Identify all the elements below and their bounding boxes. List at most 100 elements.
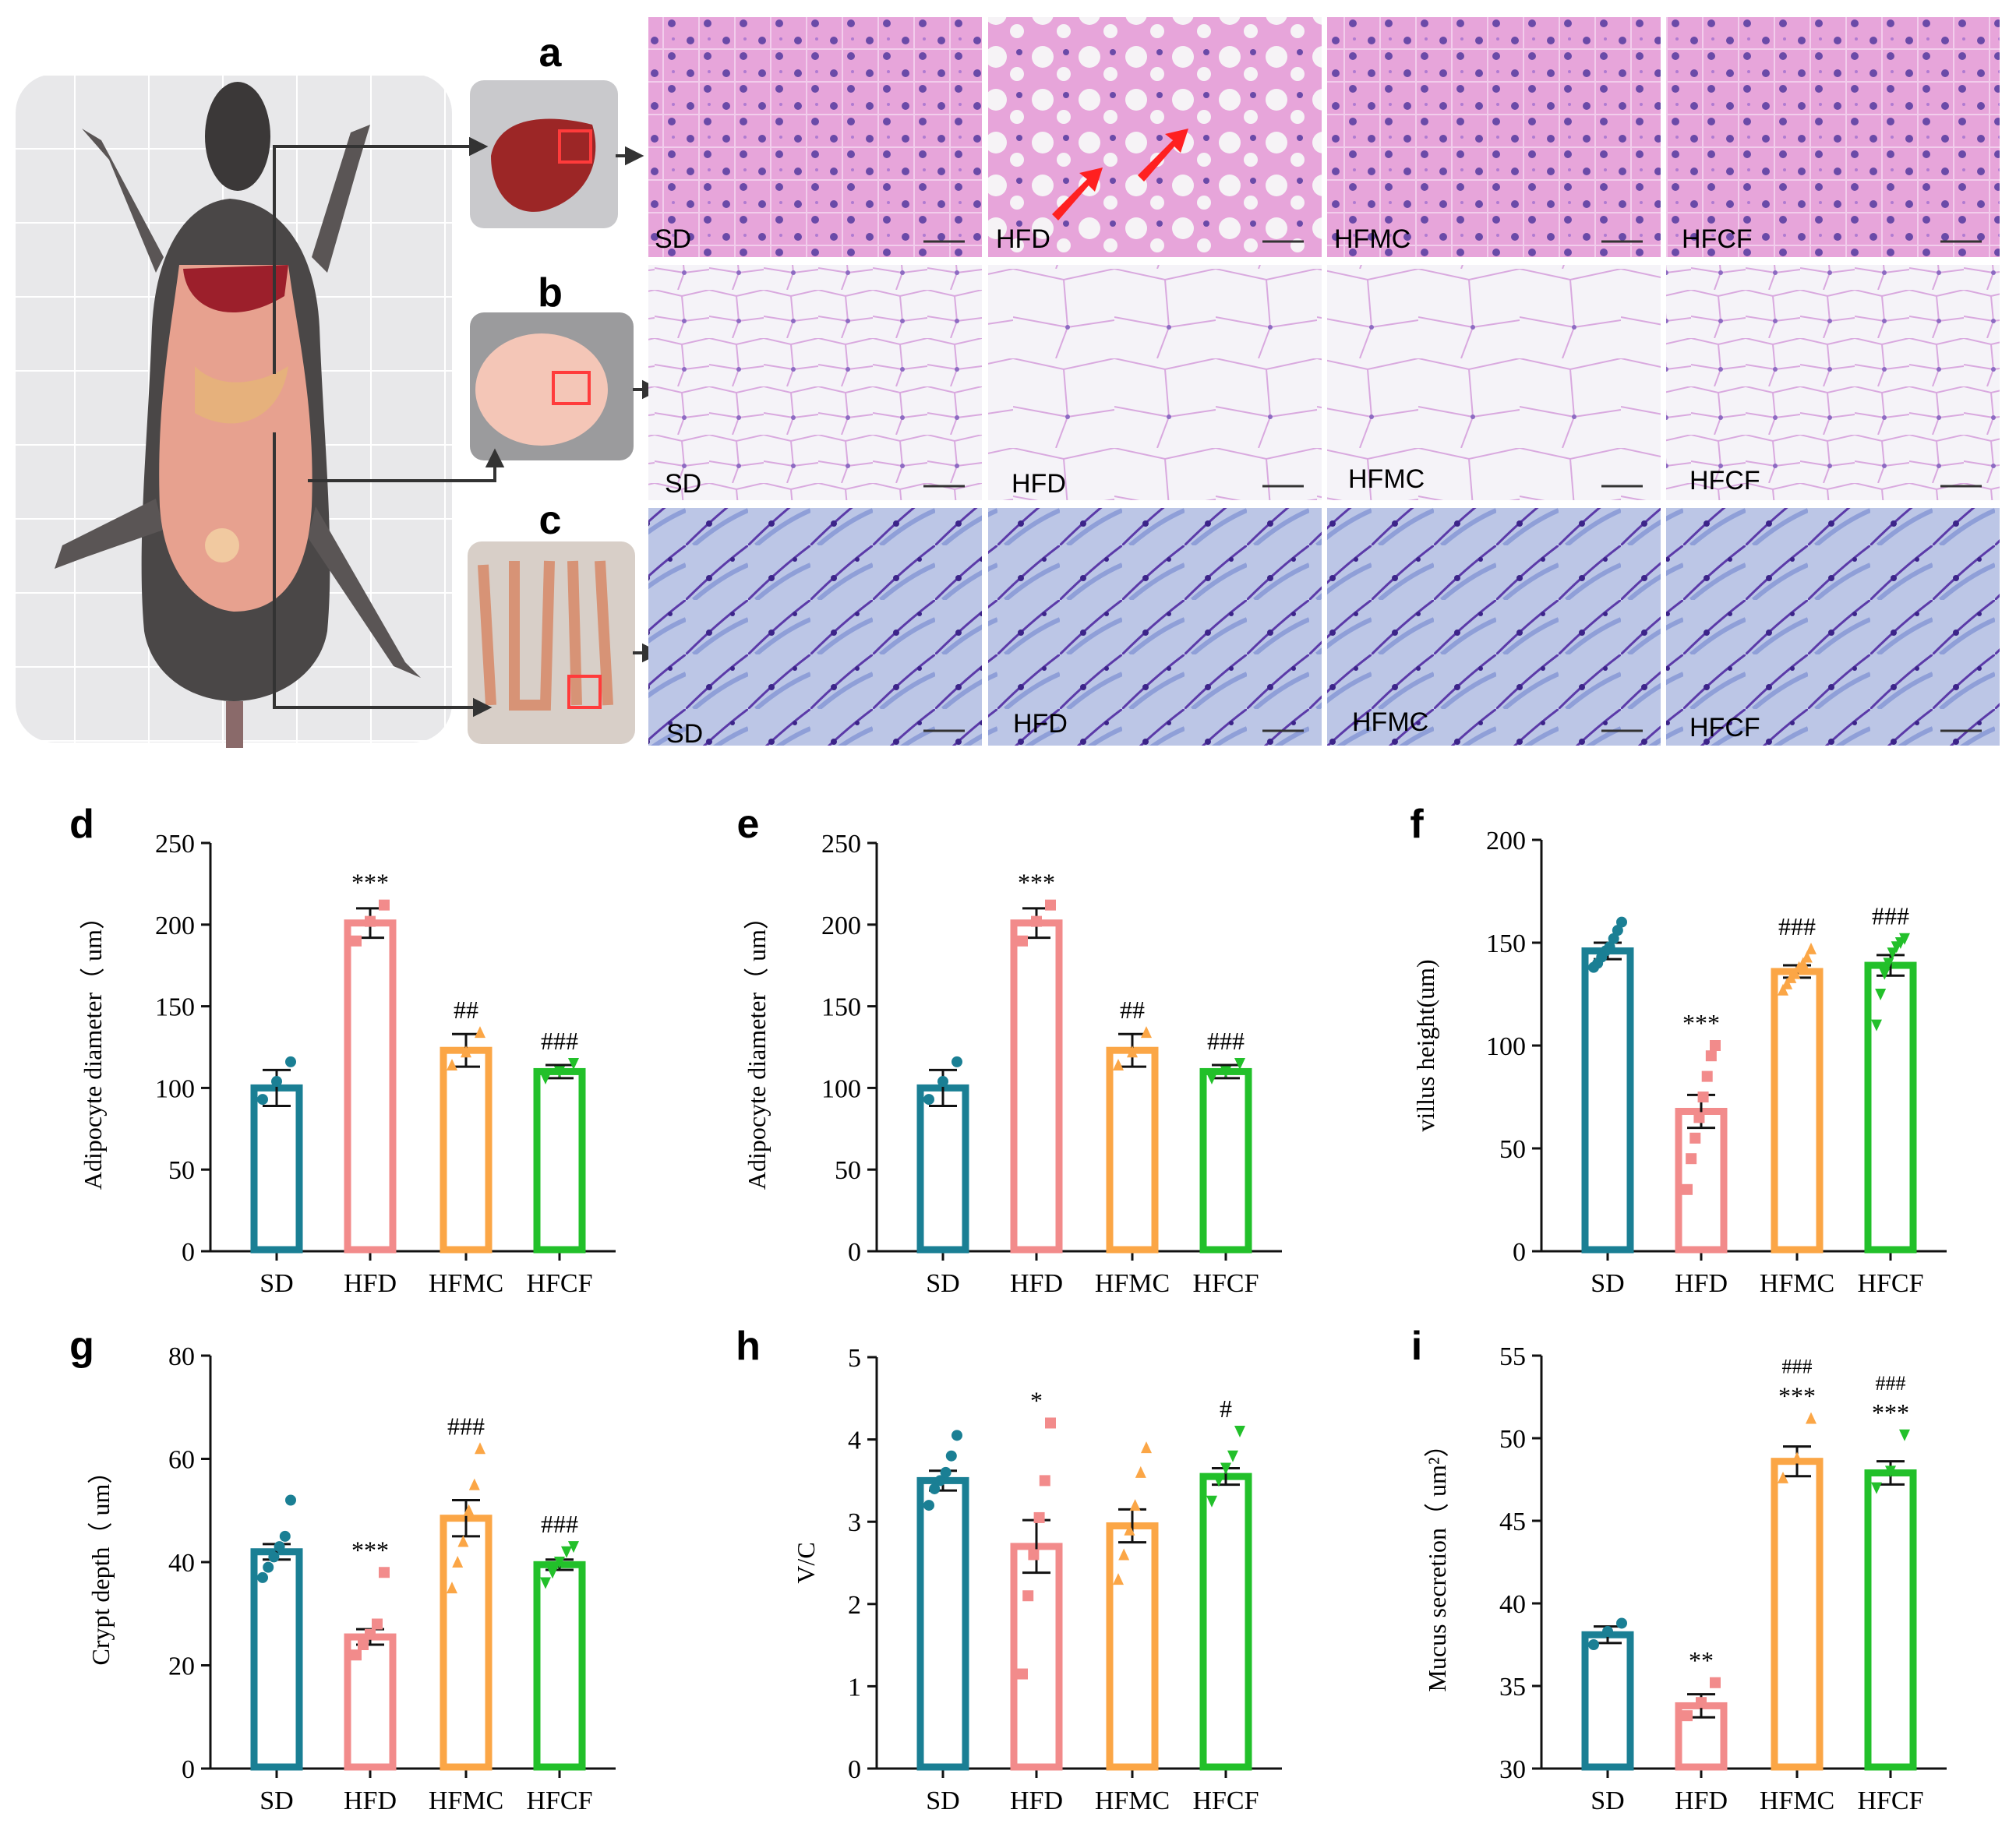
y-tick-label: 35 — [1499, 1673, 1526, 1702]
micro-label-sd: SD — [666, 719, 703, 749]
data-point — [1710, 1040, 1721, 1051]
bar-hfd — [1675, 1107, 1728, 1254]
micrographs-row-b: SD HFD HFMC HFCF — [648, 265, 2000, 500]
red-arrow-icon — [1138, 129, 1188, 182]
significance-label: ** — [1689, 1646, 1714, 1674]
data-point — [475, 1026, 485, 1039]
data-point — [1127, 1046, 1138, 1058]
organ-photos — [468, 80, 635, 744]
x-tick-label: HFCF — [1192, 1786, 1259, 1815]
y-tick-label: 55 — [1499, 1342, 1526, 1371]
y-tick-label: 60 — [168, 1446, 195, 1475]
data-point — [257, 1094, 268, 1106]
x-tick-label: HFCF — [1192, 1269, 1259, 1298]
y-axis-label: Adipocyte diameter（ um） — [79, 905, 107, 1190]
data-point — [540, 1072, 551, 1085]
y-tick-label: 250 — [821, 830, 861, 859]
data-point — [1697, 1092, 1709, 1102]
data-point — [1778, 983, 1788, 996]
data-point — [351, 935, 362, 947]
data-point — [263, 1561, 274, 1573]
y-tick-label: 50 — [168, 1156, 195, 1185]
data-point — [1220, 1462, 1231, 1475]
data-point — [1686, 1153, 1697, 1165]
data-point — [1124, 1523, 1135, 1536]
x-tick-label: HFMC — [1095, 1269, 1170, 1298]
micro-label-hfcf: HFCF — [1689, 713, 1760, 742]
y-axis-label: Crypt depth（ um） — [87, 1459, 115, 1666]
y-tick-label: 5 — [848, 1344, 861, 1373]
data-point — [568, 1541, 579, 1554]
data-point — [1792, 1451, 1802, 1464]
data-point — [379, 899, 390, 911]
data-point — [1801, 951, 1813, 963]
data-point — [447, 1059, 457, 1071]
x-tick-label: SD — [926, 1786, 959, 1815]
y-tick-label: 200 — [155, 912, 195, 940]
data-point — [934, 1475, 946, 1487]
data-point — [1022, 1590, 1034, 1602]
bar-hfcf — [533, 1561, 586, 1771]
data-point — [257, 1571, 268, 1583]
bar-hfmc — [1106, 1522, 1159, 1771]
bar-hfd — [344, 919, 397, 1254]
data-point — [457, 1535, 469, 1547]
significance-label: ## — [1120, 996, 1145, 1024]
data-point — [1039, 1475, 1050, 1487]
chart-e: e 0 50 100 150 200 250 Adipocyte diameter（ um） S… — [737, 802, 1282, 1298]
connector-arrows — [273, 136, 662, 718]
y-tick-label: 1 — [848, 1673, 861, 1702]
data-point — [1135, 1465, 1146, 1478]
data-point — [1887, 947, 1898, 960]
y-axis-label: Adipocyte diameter（ um） — [743, 905, 771, 1190]
data-point — [1031, 915, 1042, 927]
significance-label: # — [1220, 1395, 1232, 1423]
micro-label-sd: SD — [665, 469, 701, 499]
data-point — [365, 915, 376, 927]
x-tick-label: HFD — [1010, 1786, 1063, 1815]
data-point — [1604, 941, 1615, 953]
data-point — [952, 1056, 962, 1067]
panel-letter-e: e — [737, 802, 760, 847]
bar-sd — [250, 1548, 303, 1771]
data-point — [351, 1649, 362, 1661]
data-point — [1797, 957, 1809, 969]
data-point — [1017, 935, 1028, 947]
bar-hfmc — [1106, 1046, 1159, 1254]
x-tick-label: HFD — [344, 1786, 397, 1815]
micrographs-row-c: SD HFD HFMC HFCF — [648, 508, 2000, 749]
y-tick-label: 200 — [821, 912, 861, 940]
data-point — [1612, 925, 1623, 936]
panel-letter-a: a — [539, 30, 563, 76]
data-point — [1682, 1710, 1693, 1722]
data-point — [463, 1504, 475, 1516]
data-point — [1141, 1026, 1152, 1039]
panel-letter-h: h — [736, 1324, 761, 1369]
data-point — [1806, 942, 1817, 954]
data-point — [1234, 1426, 1245, 1438]
data-point — [1045, 899, 1056, 911]
bar-hfmc — [440, 1046, 493, 1254]
data-point — [1608, 933, 1619, 944]
significance-label: ### — [1207, 1027, 1245, 1055]
data-point — [1875, 989, 1887, 1000]
micro-label-sd: SD — [655, 224, 691, 254]
data-point — [952, 1430, 962, 1441]
data-point — [1781, 977, 1793, 989]
y-tick-label: 30 — [1499, 1755, 1526, 1784]
chart-f: f 0 50 100 150 200 villus height(um) SD HFD *** HF… — [1410, 802, 1947, 1298]
x-tick-label: SD — [1591, 1786, 1624, 1815]
significance-label: *** — [1682, 1009, 1720, 1037]
data-point — [1616, 916, 1627, 928]
data-point — [1871, 1019, 1882, 1032]
data-point — [1701, 1070, 1713, 1082]
data-point — [554, 1066, 565, 1078]
x-tick-label: SD — [260, 1269, 293, 1298]
panel-letter-f: f — [1410, 802, 1424, 847]
data-point — [1879, 968, 1891, 980]
panel-letter-g: g — [69, 1324, 94, 1369]
significance-label: ### — [1872, 902, 1909, 930]
y-tick-label: 100 — [155, 1074, 195, 1103]
data-point — [1206, 1495, 1217, 1508]
